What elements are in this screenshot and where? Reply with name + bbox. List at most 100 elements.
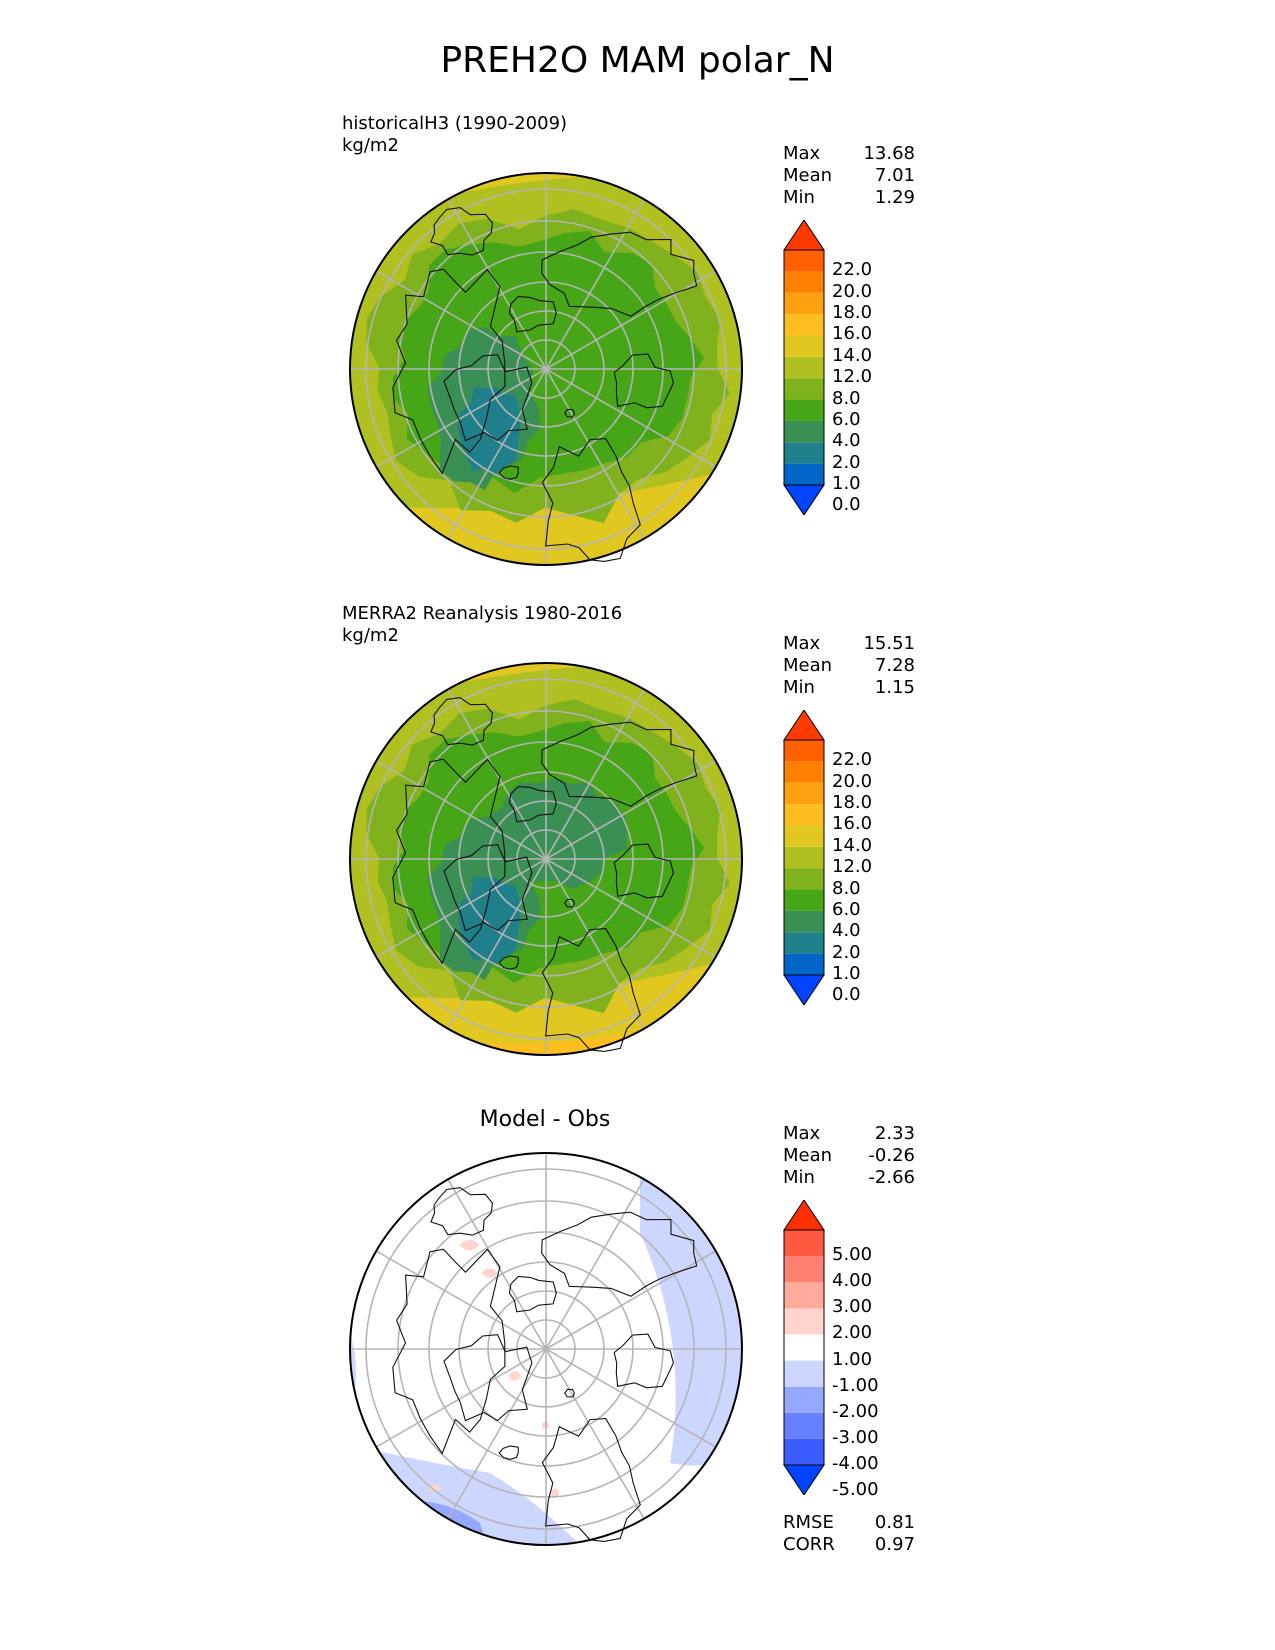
coastline-segment — [564, 408, 576, 418]
colorbar-tick-label: 4.00 — [832, 1270, 873, 1292]
coastline-segment — [613, 1333, 674, 1389]
stat-mean: Mean 7.01 — [783, 165, 915, 186]
coastline-segment — [564, 898, 576, 908]
coastline-segment — [430, 1187, 494, 1236]
colorbar-tick-label: 2.0 — [832, 451, 861, 473]
colorbar-segment — [784, 356, 824, 379]
meridian-line — [447, 198, 645, 540]
meridian-line — [447, 688, 645, 1030]
colorbar-segment — [784, 932, 824, 954]
colorbar-tick-label: 12.0 — [832, 856, 873, 878]
colorbar-tick-label: 1.0 — [832, 963, 861, 984]
obs-units-label: kg/m2 — [342, 625, 399, 646]
coastline-segment — [541, 721, 698, 807]
coastline-segment — [508, 785, 557, 823]
meridian-line — [447, 1178, 645, 1520]
stat-rmse: RMSE 0.81 — [783, 1512, 915, 1533]
diff-polar-map — [349, 1152, 743, 1546]
colorbar-tick-label: 18.0 — [832, 302, 873, 324]
colorbar-tick-label: 22.0 — [832, 749, 873, 771]
model-subtitle: historicalH3 (1990-2009) kg/m2 — [342, 113, 567, 157]
coastline-segment — [443, 354, 533, 442]
coastline-segment — [498, 465, 519, 480]
colorbar-segment — [784, 782, 824, 805]
colorbar-tick-label: 2.0 — [832, 941, 861, 963]
colorbar-segment — [784, 442, 824, 464]
coastline-segment — [508, 1275, 557, 1313]
colorbar-segment — [784, 804, 824, 826]
model-polar-map — [349, 172, 743, 566]
colorbar-tick-label: 8.0 — [832, 387, 861, 409]
stat-max: Max 15.51 — [783, 633, 915, 654]
colorbar-segment — [784, 868, 824, 890]
coastline-segment — [564, 1388, 576, 1398]
model-stats: Max 13.68 Mean 7.01 Min 1.29 — [783, 143, 915, 209]
colorbar-tick-label: 18.0 — [832, 792, 873, 814]
coastline-segment — [443, 844, 533, 932]
colorbar-segment — [784, 889, 824, 911]
stat-max: Max 13.68 — [783, 143, 915, 164]
obs-polar-map — [349, 662, 743, 1056]
colorbar-outline — [783, 1229, 825, 1466]
colorbar-segment — [784, 1334, 824, 1361]
colorbar-tick-label: 3.00 — [832, 1296, 873, 1318]
coastline-segment — [498, 955, 519, 970]
coastline-segment — [430, 697, 494, 746]
colorbar-tick-label: -4.00 — [832, 1453, 879, 1474]
stat-min: Min 1.29 — [783, 187, 915, 208]
coastline-segment — [498, 1445, 519, 1460]
colorbar-segment — [784, 335, 824, 357]
colorbar-tick-label: 4.0 — [832, 920, 861, 942]
map-boundary — [349, 662, 743, 1056]
stat-corr: CORR 0.97 — [783, 1534, 915, 1555]
map-boundary — [349, 1152, 743, 1546]
colorbar-tick-label: 1.00 — [832, 1348, 873, 1370]
colorbar-segment — [784, 314, 824, 336]
colorbar-tick-label: 16.0 — [832, 323, 873, 345]
coastline-segment — [541, 1211, 698, 1297]
colorbar-segment — [784, 1256, 824, 1283]
coastline-segment — [443, 1334, 533, 1422]
colorbar-tick-label: 14.0 — [832, 344, 873, 366]
colorbar-tick-label: 5.00 — [832, 1244, 873, 1266]
colorbar-extend-max — [783, 1200, 825, 1231]
colorbar-segment — [784, 271, 824, 293]
colorbar-tick-label: 2.00 — [832, 1322, 873, 1344]
colorbar-tick-label: 6.0 — [832, 898, 861, 920]
colorbar-tick-label: 16.0 — [832, 813, 873, 835]
colorbar-tick-label: -1.00 — [832, 1374, 879, 1396]
coastline-segment — [613, 843, 674, 899]
graticule — [350, 1153, 742, 1545]
colorbar-tick-label: -3.00 — [832, 1426, 879, 1448]
stat-min: Min -2.66 — [783, 1167, 915, 1188]
colorbar-segment — [784, 1412, 824, 1439]
colorbar-segment — [784, 1308, 824, 1335]
coastline-segment — [541, 1418, 641, 1542]
coastline-segment — [613, 353, 674, 409]
field-band — [508, 1371, 522, 1381]
colorbar-segment — [784, 846, 824, 869]
field-band — [457, 876, 521, 965]
colorbar-tick-label: 4.0 — [832, 430, 861, 452]
diff-skill-stats: RMSE 0.81 CORR 0.97 — [783, 1512, 915, 1556]
colorbar-tick-label: 1.0 — [832, 473, 861, 494]
colorbar-extend-max — [783, 710, 825, 741]
colorbar-extend-max — [783, 220, 825, 251]
obs-stats: Max 15.51 Mean 7.28 Min 1.15 — [783, 633, 915, 699]
coastline-segment — [392, 268, 506, 475]
coastlines — [392, 1187, 698, 1542]
colorbar-tick-label: 0.0 — [832, 494, 861, 516]
colorbar-tick-label: 22.0 — [832, 259, 873, 281]
colorbar-tick-label: 14.0 — [832, 834, 873, 856]
coastline-segment — [392, 758, 506, 965]
field-band — [640, 1173, 742, 1466]
diff-stats: Max 2.33 Mean -0.26 Min -2.66 — [783, 1123, 915, 1189]
colorbar-tick-label: 20.0 — [832, 770, 873, 792]
graticule — [350, 173, 742, 565]
field-band — [459, 1239, 480, 1251]
coastline-segment — [508, 295, 557, 333]
colorbar-tick-label: 6.0 — [832, 408, 861, 430]
colorbar-outline — [783, 249, 825, 486]
colorbar-segment — [784, 1360, 824, 1387]
coastline-segment — [541, 231, 698, 317]
